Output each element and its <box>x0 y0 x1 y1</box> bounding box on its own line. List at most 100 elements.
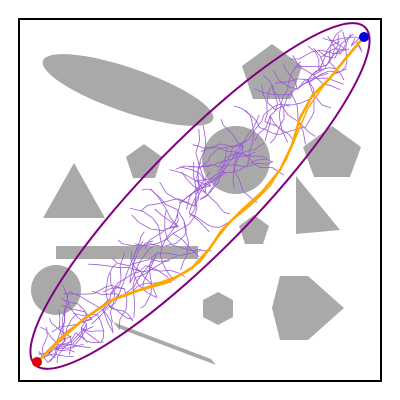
tree-edge <box>196 178 200 187</box>
tree-edge <box>322 37 333 42</box>
tree-edge <box>73 313 85 317</box>
tree-edge <box>49 318 52 324</box>
tree-edge <box>40 326 47 331</box>
tree-edge <box>157 196 166 208</box>
tree-edge <box>278 79 290 88</box>
tree-edge <box>65 293 71 308</box>
tree-edge <box>129 272 132 284</box>
tree-edge <box>128 314 134 322</box>
tree-edge <box>220 119 224 125</box>
tree-edge <box>80 296 92 304</box>
tree-edge <box>134 277 139 285</box>
tree-edge <box>165 243 176 247</box>
tree-edge <box>136 259 150 264</box>
tree-edge <box>67 292 69 299</box>
tree-edge <box>57 331 61 340</box>
tree-edge <box>323 50 328 59</box>
tree-edge <box>331 38 342 42</box>
tree-edge <box>127 317 134 320</box>
tree-edge <box>340 44 347 54</box>
tree-edge <box>279 130 291 135</box>
tree-edge <box>137 242 146 252</box>
tree-edge <box>86 340 93 344</box>
solution-path-layer <box>35 35 366 364</box>
tree-edge <box>145 240 154 244</box>
obstacle-triangle-right <box>296 176 340 234</box>
tree-edge <box>237 151 243 160</box>
tree-edge <box>143 276 151 283</box>
tree-edge <box>125 300 128 310</box>
tree-edge <box>197 145 204 149</box>
tree-edge <box>196 216 208 225</box>
tree-edge <box>149 270 152 284</box>
tree-edge <box>273 91 278 104</box>
tree-edge <box>157 270 168 278</box>
tree-edge <box>260 155 268 159</box>
tree-edge <box>332 51 335 57</box>
tree-edge <box>50 337 60 346</box>
tree-edge <box>201 179 211 190</box>
tree-edge <box>281 130 289 143</box>
tree-edge <box>102 330 105 339</box>
tree-edge <box>313 48 321 57</box>
tree-edge <box>202 125 206 139</box>
tree-edge <box>188 216 195 225</box>
tree-edge <box>268 93 280 96</box>
tree-edge <box>106 302 116 310</box>
tree-edge <box>45 329 52 338</box>
tree-edge <box>149 245 154 250</box>
tree-edge <box>82 293 95 295</box>
tree-edge <box>226 151 240 158</box>
tree-edge <box>96 308 105 315</box>
tree-edge <box>199 195 207 200</box>
tree-edge <box>190 248 200 258</box>
tree-edge <box>146 291 157 298</box>
tree-edge <box>292 55 297 61</box>
tree-edge <box>149 257 156 271</box>
tree-edge <box>304 76 317 82</box>
tree-edge <box>323 62 330 67</box>
tree-edge <box>140 271 144 277</box>
tree-edge <box>222 158 226 169</box>
tree-edge <box>134 246 138 256</box>
tree-edge <box>117 239 123 244</box>
tree-edge <box>193 186 206 194</box>
obstacle-small-shape <box>239 215 269 244</box>
tree-edge <box>100 337 104 344</box>
tree-edge <box>190 195 197 208</box>
tree-edge <box>287 83 289 91</box>
tree-edge <box>337 48 350 53</box>
tree-edge <box>308 131 316 137</box>
tree-edge <box>88 334 101 344</box>
obstacle-pentagon-left <box>126 144 162 178</box>
tree-edge <box>100 320 105 332</box>
tree-edge <box>150 228 164 232</box>
tree-edge <box>169 221 176 228</box>
tree-edge <box>232 156 238 160</box>
tree-edge <box>335 29 343 36</box>
tree-edge <box>63 293 76 295</box>
tree-edge <box>136 250 139 257</box>
tree-edge <box>70 336 72 343</box>
tree-edge <box>110 311 113 323</box>
tree-edge <box>333 80 344 85</box>
tree-edge <box>171 198 179 201</box>
tree-edge <box>217 163 226 172</box>
tree-edge <box>283 99 287 108</box>
tree-edge <box>270 138 276 144</box>
tree-edge <box>149 252 158 260</box>
tree-edge <box>91 316 100 325</box>
tree-edge <box>165 226 179 230</box>
tree-edge <box>224 147 228 159</box>
tree-edge <box>118 319 121 330</box>
tree-edge <box>148 243 163 247</box>
obstacle-horizontal-bar <box>56 246 198 259</box>
tree-edge <box>329 67 336 69</box>
tree-edge <box>48 352 56 359</box>
tree-edge <box>224 145 238 148</box>
tree-edge <box>321 104 332 109</box>
tree-edge <box>112 258 119 264</box>
tree-edge <box>253 163 261 168</box>
tree-edge <box>166 252 180 256</box>
tree-edge <box>69 307 79 318</box>
